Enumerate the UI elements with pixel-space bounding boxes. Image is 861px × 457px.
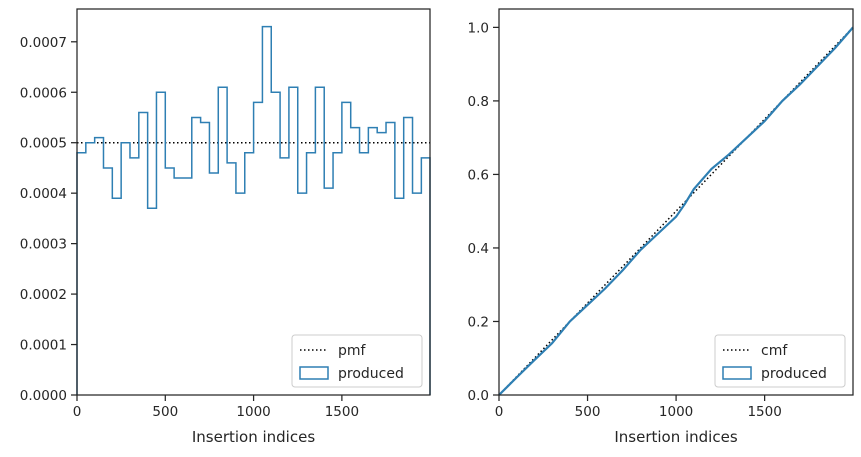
y-tick-label: 0.4 <box>468 241 489 257</box>
y-tick-label: 0.8 <box>468 94 489 110</box>
series-produced-line <box>76 25 431 395</box>
y-tick-label: 0.0 <box>468 388 489 404</box>
y-tick-label: 0.6 <box>468 167 489 183</box>
plot-area <box>77 9 430 395</box>
chart-cmf: 0 500 1000 1500 0.0 0.2 0.4 0.6 0.8 1.0 Insertion … <box>468 8 854 446</box>
x-tick-label: 1500 <box>325 404 359 420</box>
legend-label-produced: produced <box>761 366 827 382</box>
x-tick-label: 500 <box>575 404 601 420</box>
legend: cmf produced <box>714 334 846 388</box>
x-axis-label: Insertion indices <box>614 428 737 446</box>
legend-swatch-produced <box>722 366 752 380</box>
x-tick-label: 0 <box>73 404 82 420</box>
legend-box <box>291 334 423 388</box>
legend-label-produced: produced <box>338 366 404 382</box>
x-tick-label: 1000 <box>236 404 270 420</box>
plot-area <box>499 9 853 395</box>
x-tick-label: 1500 <box>747 404 781 420</box>
y-tick-label: 0.0000 <box>20 388 67 404</box>
y-tick-label: 0.0005 <box>20 136 67 152</box>
legend-swatch-produced <box>299 366 329 380</box>
x-tick-label: 500 <box>152 404 178 420</box>
y-tick-label: 1.0 <box>468 20 489 36</box>
y-tick-label: 0.0002 <box>20 287 67 303</box>
series-produced-line <box>498 26 854 396</box>
y-tick-label: 0.0004 <box>20 186 67 202</box>
x-axis-label: Insertion indices <box>192 428 315 446</box>
y-tick-label: 0.0006 <box>20 85 67 101</box>
x-tick-label: 0 <box>495 404 504 420</box>
y-tick-label: 0.0007 <box>20 35 67 51</box>
chart-pmf: 0 500 1000 1500 0.0000 0.0001 0.0002 0.0003 0.00… <box>20 8 431 446</box>
legend-box <box>714 334 846 388</box>
y-tick-label: 0.0001 <box>20 338 67 354</box>
legend-label-cmf: cmf <box>761 343 788 359</box>
x-tick-label: 1000 <box>659 404 693 420</box>
y-tick-label: 0.0003 <box>20 237 67 253</box>
legend: pmf produced <box>291 334 423 388</box>
legend-label-pmf: pmf <box>338 343 367 359</box>
y-tick-label: 0.2 <box>468 314 489 330</box>
